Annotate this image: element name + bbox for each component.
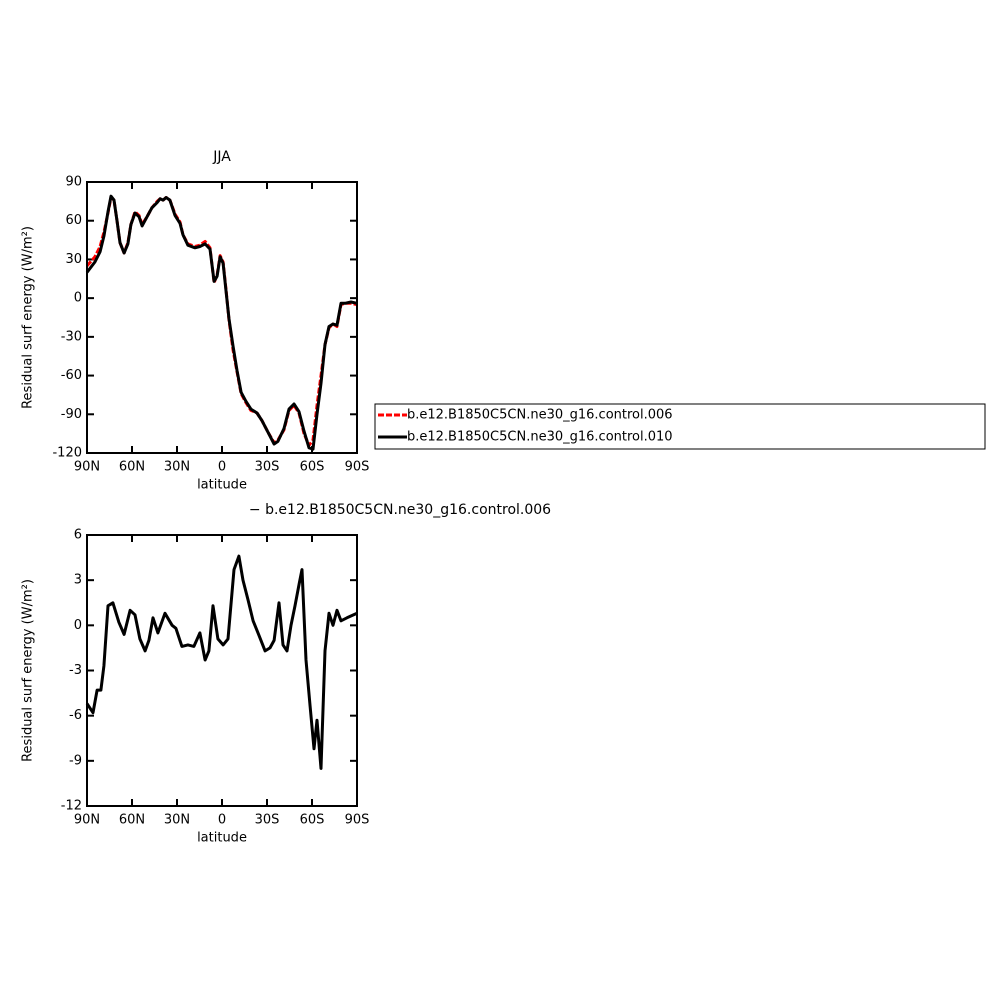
y-tick-label: -6: [69, 708, 82, 723]
y-tick-label: -12: [61, 799, 82, 814]
x-tick-label: 0: [218, 460, 226, 475]
y-tick-label: 0: [74, 618, 82, 633]
y-tick-label: 30: [65, 252, 82, 267]
chart-title: − b.e12.B1850C5CN.ne30_g16.control.006: [249, 502, 551, 518]
y-tick-label: 0: [74, 291, 82, 306]
y-tick-label: -9: [69, 753, 82, 768]
x-tick-label: 60S: [300, 460, 325, 475]
x-tick-label: 30S: [255, 460, 280, 475]
data-line: [85, 194, 358, 451]
x-axis-label: latitude: [197, 478, 247, 493]
y-tick-label: -120: [52, 446, 82, 461]
data-line: [85, 554, 358, 770]
x-tick-label: 60N: [119, 813, 145, 828]
plot-frame: [86, 181, 358, 454]
x-tick-label: 60S: [300, 813, 325, 828]
y-tick-label: -30: [61, 329, 82, 344]
x-tick-label: 60N: [119, 460, 145, 475]
y-tick-label: -90: [61, 407, 82, 422]
x-axis-label: latitude: [197, 831, 247, 846]
y-tick-label: 6: [74, 528, 82, 543]
x-tick-label: 90S: [345, 460, 370, 475]
y-tick-label: -3: [69, 663, 82, 678]
legend-label: b.e12.B1850C5CN.ne30_g16.control.006: [407, 408, 673, 423]
legend-box: [374, 403, 986, 450]
chart-title: JJA: [212, 149, 231, 165]
plot-frame: [86, 534, 358, 807]
y-axis-label: Residual surf energy (W/m²): [21, 579, 36, 762]
x-tick-label: 90N: [74, 813, 100, 828]
x-tick-label: 90N: [74, 460, 100, 475]
x-tick-label: 30N: [164, 813, 190, 828]
y-tick-label: -60: [61, 368, 82, 383]
y-tick-label: 90: [65, 175, 82, 190]
x-tick-label: 90S: [345, 813, 370, 828]
y-tick-label: 60: [65, 213, 82, 228]
x-tick-label: 30N: [164, 460, 190, 475]
legend-label: b.e12.B1850C5CN.ne30_g16.control.010: [407, 430, 673, 445]
x-tick-label: 0: [218, 813, 226, 828]
y-tick-label: 3: [74, 573, 82, 588]
x-tick-label: 30S: [255, 813, 280, 828]
y-axis-label: Residual surf energy (W/m²): [21, 226, 36, 409]
